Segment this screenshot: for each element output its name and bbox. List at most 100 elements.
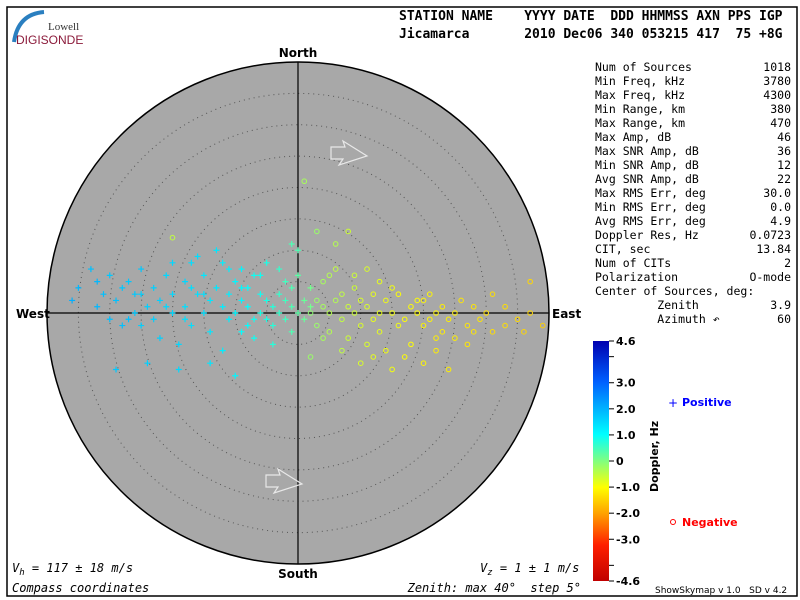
stat-value: 13.84	[756, 242, 791, 256]
vz-readout: Vz = 1 ± 1 m/s	[480, 561, 579, 578]
negative-doppler-point	[320, 303, 326, 310]
positive-doppler-point	[113, 297, 120, 304]
negative-doppler-point	[445, 316, 452, 323]
positive-doppler-point	[288, 328, 295, 335]
positive-doppler-point	[125, 278, 132, 285]
positive-doppler-point	[269, 322, 276, 329]
positive-doppler-point	[238, 328, 245, 335]
negative-doppler-point	[383, 297, 389, 304]
stat-value: 380	[770, 102, 791, 116]
skymap-plot	[46, 61, 550, 565]
colorbar-tick-label: 2.0	[616, 403, 636, 416]
negative-doppler-point	[426, 316, 433, 323]
stat-label: Min Range, km	[595, 102, 685, 116]
negative-doppler-point	[326, 310, 333, 316]
negative-doppler-point	[351, 310, 358, 316]
negative-doppler-point	[408, 303, 414, 310]
positive-doppler-point	[119, 322, 126, 329]
circle-icon	[670, 519, 676, 525]
negative-doppler-point	[464, 322, 471, 329]
negative-doppler-point	[539, 322, 546, 329]
negative-doppler-point	[389, 310, 395, 316]
stat-label: Max RMS Err, deg	[595, 186, 706, 200]
negative-doppler-point	[370, 354, 377, 360]
positive-doppler-point	[251, 335, 258, 342]
positive-doppler-point	[94, 303, 101, 310]
negative-doppler-point	[433, 347, 439, 354]
negative-doppler-point	[408, 341, 414, 348]
stat-label: Min RMS Err, deg	[595, 200, 706, 214]
negative-doppler-point	[345, 335, 352, 341]
positive-doppler-point	[213, 284, 220, 291]
negative-doppler-point	[433, 310, 439, 316]
logo-line1: Lowell	[48, 21, 79, 33]
label-west: West	[16, 307, 50, 321]
negative-doppler-point	[301, 178, 308, 185]
positive-doppler-point	[244, 303, 251, 310]
negative-doppler-point	[426, 291, 433, 297]
negative-doppler-point	[464, 341, 471, 348]
positive-doppler-point	[144, 303, 151, 310]
positive-doppler-point	[232, 372, 239, 379]
positive-doppler-point	[301, 297, 308, 304]
doppler-colorbar	[593, 341, 609, 581]
positive-doppler-point	[276, 266, 283, 273]
positive-doppler-point	[100, 291, 107, 298]
negative-doppler-point	[420, 360, 427, 367]
positive-doppler-point	[288, 303, 295, 310]
positive-doppler-point	[87, 266, 94, 273]
positive-doppler-point	[207, 328, 214, 335]
positive-doppler-point	[276, 291, 283, 298]
positive-doppler-point	[169, 291, 176, 298]
positive-doppler-point	[200, 291, 207, 298]
negative-doppler-point	[395, 291, 402, 297]
negative-doppler-point	[339, 291, 345, 297]
colorbar-tick-label: 1.0	[616, 429, 636, 442]
positive-doppler-point	[182, 278, 189, 285]
header-labels: STATION NAME YYYY DATE DDD HHMMSS AXN PP…	[399, 9, 783, 24]
negative-doppler-point	[307, 354, 314, 360]
positive-doppler-point	[301, 316, 308, 323]
positive-doppler-point	[295, 272, 301, 279]
positive-doppler-point	[144, 360, 151, 367]
negative-doppler-point	[433, 335, 439, 341]
negative-doppler-point	[345, 303, 352, 310]
positive-doppler-point	[219, 347, 226, 354]
positive-doppler-point	[225, 266, 232, 273]
negative-doppler-point	[314, 228, 320, 235]
logo-line2: DIGISONDE	[16, 33, 83, 47]
stat-label: Doppler Res, Hz	[595, 228, 699, 242]
negative-doppler-point	[477, 316, 483, 323]
negative-doppler-point	[357, 297, 364, 304]
positive-doppler-point	[188, 259, 195, 266]
positive-doppler-point	[225, 291, 232, 298]
positive-doppler-point	[238, 297, 245, 304]
stat-value: 22	[777, 172, 791, 186]
positive-doppler-point	[188, 322, 195, 329]
stat-value: 470	[770, 116, 791, 130]
negative-doppler-point	[376, 278, 383, 285]
stats-table: Num of Sources 1018 Min Freq, kHz 3780 Max F…	[595, 60, 791, 326]
plus-icon: +	[668, 396, 678, 410]
stat-label: Max Amp, dB	[595, 130, 671, 144]
positive-doppler-point	[163, 303, 170, 310]
positive-doppler-point	[269, 341, 276, 348]
zenith-note: Zenith: max 40° step 5°	[407, 581, 581, 595]
negative-doppler-point	[439, 329, 446, 335]
positive-doppler-point	[282, 316, 289, 323]
colorbar-tick-label: 0	[616, 455, 624, 468]
negative-doppler-point	[420, 297, 427, 304]
stat-label: Max Freq, kHz	[595, 88, 685, 102]
header-values: Jicamarca 2010 Dec06 340 053215 417 75 +…	[399, 27, 783, 42]
negative-doppler-point	[414, 297, 421, 304]
negative-doppler-point	[452, 335, 458, 341]
negative-doppler-point	[395, 322, 402, 329]
stat-label: Max Range, km	[595, 116, 685, 130]
negative-doppler-point	[357, 322, 364, 329]
negative-doppler-point	[326, 329, 333, 335]
positive-doppler-point	[169, 259, 176, 266]
positive-doppler-point	[307, 303, 314, 310]
negative-doppler-point	[502, 322, 508, 329]
stat-value: 46	[777, 130, 791, 144]
negative-doppler-point	[314, 297, 320, 304]
